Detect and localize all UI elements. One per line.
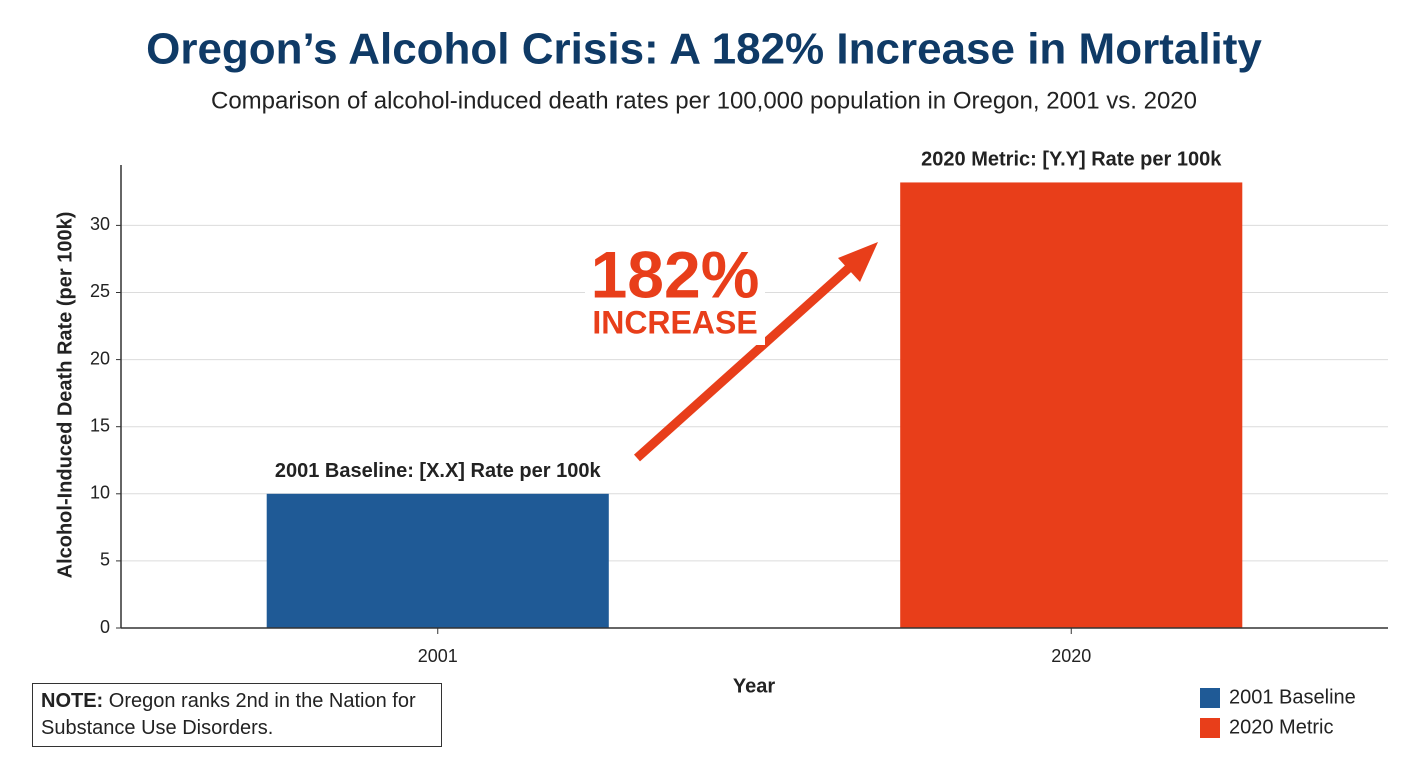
increase-arrow <box>633 263 854 462</box>
legend-label: 2020 Metric <box>1229 716 1334 738</box>
arrow-head <box>838 242 878 282</box>
note-text: Oregon ranks 2nd in the Nation for Subst… <box>41 690 416 739</box>
chart-subtitle: Comparison of alcohol-induced death rate… <box>211 87 1197 114</box>
bar <box>900 182 1243 628</box>
note-box: NOTE: Oregon ranks 2nd in the Nation for… <box>32 683 442 747</box>
legend-swatch <box>1200 688 1220 708</box>
bar <box>266 493 609 628</box>
legend-label: 2001 Baseline <box>1229 686 1356 708</box>
y-tick-label: 30 <box>90 214 110 234</box>
axes: 0 5 10 15 20 25 30 2001 2020 <box>90 165 1388 666</box>
x-tick-label: 2020 <box>1051 646 1091 666</box>
x-tick-label: 2001 <box>418 646 458 666</box>
annotation-bg <box>585 245 765 345</box>
note-label: NOTE: <box>41 690 104 712</box>
bar-label: 2001 Baseline: [X.X] Rate per 100k <box>275 460 602 482</box>
y-tick-label: 25 <box>90 281 110 301</box>
y-tick-label: 20 <box>90 348 110 368</box>
legend-swatch <box>1200 718 1220 738</box>
y-tick-label: 0 <box>100 617 110 637</box>
x-axis-label: Year <box>733 675 775 697</box>
bar-label: 2020 Metric: [Y.Y] Rate per 100k <box>921 149 1222 171</box>
y-axis-label: Alcohol-Induced Death Rate (per 100k) <box>54 212 76 579</box>
y-tick-label: 10 <box>90 483 110 503</box>
legend: 2001 Baseline 2020 Metric <box>1200 686 1356 738</box>
y-tick-label: 15 <box>90 415 110 435</box>
bars: 2001 Baseline: [X.X] Rate per 100k 2020 M… <box>266 149 1243 628</box>
y-tick-label: 5 <box>100 550 110 570</box>
annotation-small: INCREASE <box>592 304 757 340</box>
chart-title: Oregon’s Alcohol Crisis: A 182% Increase… <box>146 25 1262 74</box>
annotation-big: 182% <box>591 237 760 311</box>
